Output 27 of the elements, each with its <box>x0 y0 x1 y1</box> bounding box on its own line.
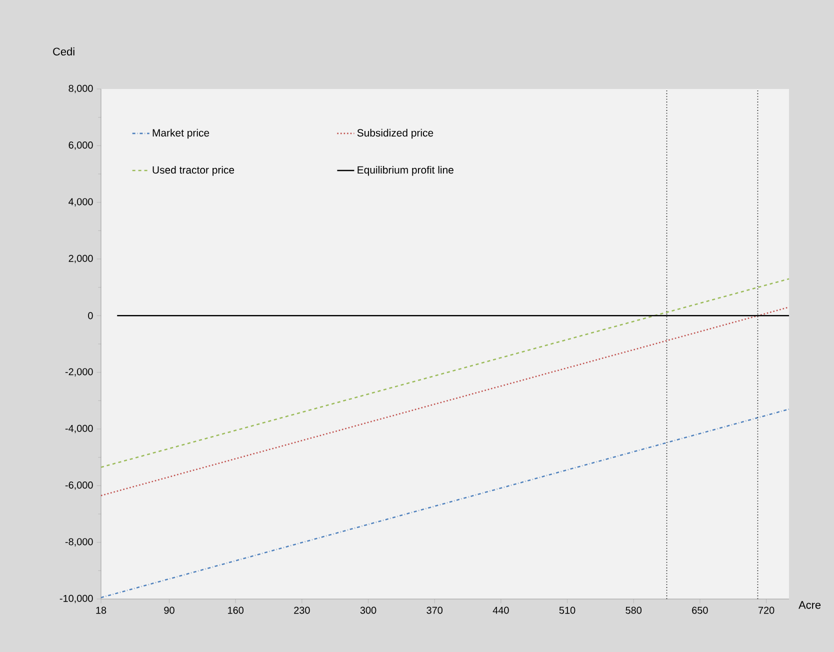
x-tick-label: 580 <box>626 606 642 614</box>
y-axis-title: Cedi <box>53 47 74 56</box>
x-tick-label: 230 <box>294 606 310 614</box>
y-tick-label: -4,000 <box>65 424 93 434</box>
y-tick-label: 8,000 <box>68 84 93 94</box>
y-tick-label: 0 <box>88 312 93 320</box>
y-tick-label: 4,000 <box>68 198 93 206</box>
x-tick-label: 90 <box>164 606 174 614</box>
x-tick-label: 650 <box>692 606 708 614</box>
x-tick-label: 18 <box>96 606 106 614</box>
x-axis-title: Acre <box>798 601 821 609</box>
y-tick-label: -10,000 <box>60 594 93 604</box>
y-tick-label: 6,000 <box>68 142 93 150</box>
y-tick-label: 2,000 <box>68 254 93 264</box>
legend-label: Subsidized price <box>357 128 434 139</box>
legend-label: Used tractor price <box>152 166 234 176</box>
x-tick-label: 160 <box>228 606 244 614</box>
y-tick-label: -2,000 <box>65 368 93 376</box>
legend-label: Equilibrium profit line <box>358 166 454 176</box>
x-tick-label: 440 <box>492 606 509 614</box>
legend-label: Market price <box>152 128 210 139</box>
x-tick-label: 510 <box>559 606 576 614</box>
x-tick-label: 720 <box>758 606 774 614</box>
x-tick-label: 370 <box>426 606 443 614</box>
y-tick-label: -8,000 <box>65 538 93 546</box>
y-tick-label: -6,000 <box>65 482 93 490</box>
x-tick-label: 300 <box>360 606 376 614</box>
